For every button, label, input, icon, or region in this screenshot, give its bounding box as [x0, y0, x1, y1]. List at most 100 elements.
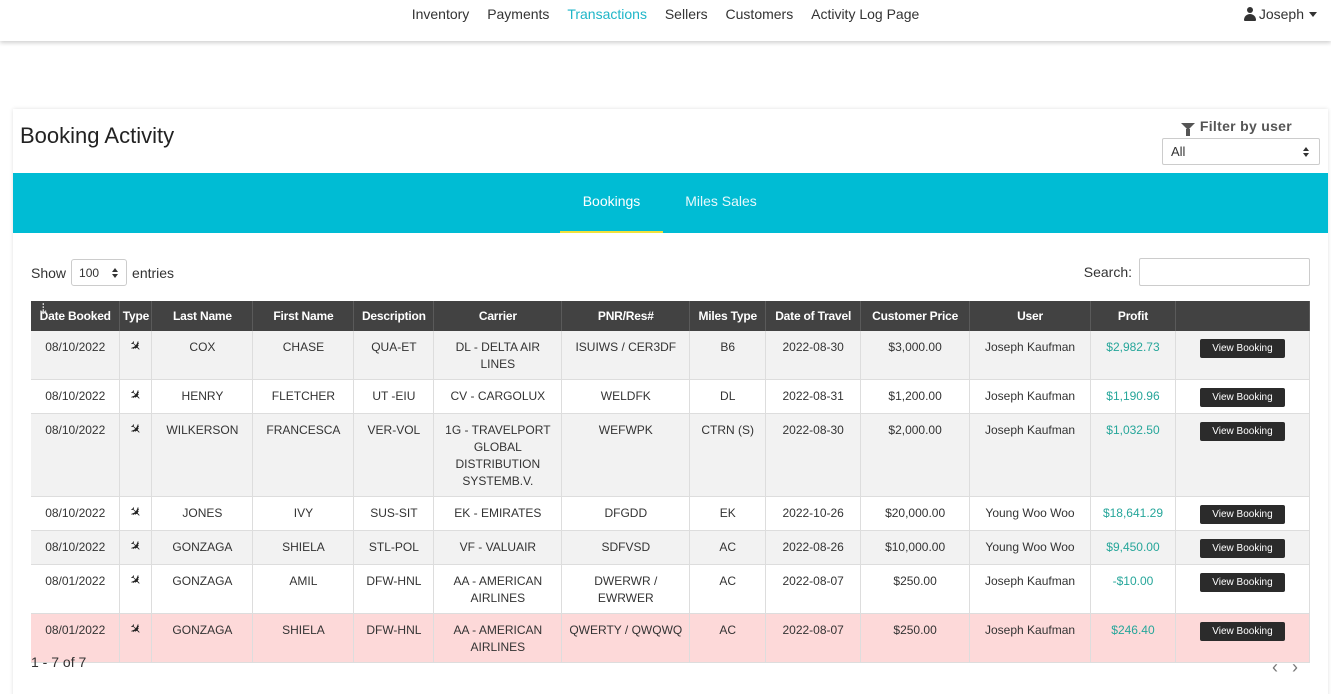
- cell-profit: $1,032.50: [1090, 413, 1176, 497]
- table-row: 08/10/2022 ✈ COX CHASE QUA-ET DL - DELTA AIR …: [31, 331, 1311, 380]
- cell-date-of-travel: 2022-08-26: [765, 530, 862, 565]
- cell-carrier: DL - DELTA AIR LINES: [433, 331, 563, 380]
- table-row: 08/10/2022 ✈ WILKERSON FRANCESCA VER-VOL 1G -…: [31, 413, 1311, 497]
- col-pnr[interactable]: PNR/Res#: [561, 301, 691, 331]
- cell-last-name: HENRY: [151, 379, 254, 414]
- cell-profit: $1,190.96: [1090, 379, 1176, 414]
- entries-select[interactable]: 100: [71, 259, 128, 286]
- view-booking-button[interactable]: View Booking: [1199, 573, 1285, 592]
- view-booking-button[interactable]: View Booking: [1199, 505, 1285, 524]
- cell-date-of-travel: 2022-10-26: [765, 496, 862, 531]
- sort-icon[interactable]: ⇣: [37, 301, 50, 318]
- plane-icon: ✈: [126, 502, 146, 522]
- cell-customer-price: $1,200.00: [860, 379, 971, 414]
- view-booking-button[interactable]: View Booking: [1199, 622, 1285, 641]
- cell-first-name: CHASE: [252, 331, 355, 380]
- col-profit[interactable]: Profit: [1090, 301, 1176, 331]
- col-last-name[interactable]: Last Name: [151, 301, 254, 331]
- col-description[interactable]: Description: [353, 301, 435, 331]
- search-label: Search:: [1083, 264, 1132, 280]
- search-control: Search:: [1084, 258, 1310, 286]
- cell-first-name: FLETCHER: [252, 379, 355, 414]
- cell-pnr: QWERTY / QWQWQ: [561, 613, 691, 663]
- cell-customer-price: $10,000.00: [860, 530, 971, 565]
- nav-activity-log[interactable]: Activity Log Page: [811, 6, 920, 22]
- user-menu[interactable]: Joseph: [1243, 6, 1317, 22]
- plane-icon: ✈: [126, 619, 146, 639]
- cell-actions: View Booking: [1175, 331, 1311, 380]
- col-date-of-travel[interactable]: Date of Travel: [765, 301, 862, 331]
- filter-user-select[interactable]: All: [1162, 138, 1320, 165]
- view-booking-button[interactable]: View Booking: [1199, 422, 1285, 441]
- search-input[interactable]: [1139, 258, 1310, 286]
- filter-label: Filter by user: [1180, 118, 1292, 136]
- cell-customer-price: $2,000.00: [860, 413, 971, 497]
- cell-first-name: AMIL: [252, 564, 355, 614]
- plane-icon: ✈: [126, 336, 146, 356]
- cell-type: ✈: [119, 413, 153, 497]
- table-row: 08/10/2022 ✈ HENRY FLETCHER UT -EIU CV - CARG…: [31, 379, 1311, 414]
- cell-description: QUA-ET: [353, 331, 435, 380]
- tab-bar: Bookings Miles Sales: [13, 173, 1328, 233]
- cell-date-booked: 08/01/2022: [31, 613, 121, 663]
- cell-actions: View Booking: [1175, 496, 1311, 531]
- cell-actions: View Booking: [1175, 530, 1311, 565]
- cell-date-booked: 08/10/2022: [31, 413, 121, 497]
- nav-transactions[interactable]: Transactions: [567, 6, 647, 22]
- cell-description: STL-POL: [353, 530, 435, 565]
- select-arrows-icon: [1303, 147, 1309, 157]
- col-miles-type[interactable]: Miles Type: [689, 301, 767, 331]
- col-date-booked[interactable]: Date Booked: [31, 301, 121, 331]
- col-carrier[interactable]: Carrier: [433, 301, 563, 331]
- filter-user-value: All: [1171, 144, 1186, 159]
- cell-profit: $9,450.00: [1090, 530, 1176, 565]
- col-actions: [1175, 301, 1311, 331]
- nav-inventory[interactable]: Inventory: [411, 6, 470, 22]
- entries-length-control: Show 100 entries: [31, 259, 174, 286]
- view-booking-button[interactable]: View Booking: [1199, 339, 1285, 358]
- cell-carrier: VF - VALUAIR: [433, 530, 563, 565]
- cell-type: ✈: [119, 496, 153, 531]
- caret-down-icon: [1309, 11, 1317, 17]
- col-customer-price[interactable]: Customer Price: [860, 301, 971, 331]
- cell-first-name: SHIELA: [252, 613, 355, 663]
- cell-last-name: GONZAGA: [151, 564, 254, 614]
- next-page-button[interactable]: ›: [1292, 657, 1298, 677]
- cell-customer-price: $250.00: [860, 564, 971, 614]
- cell-miles-type: DL: [689, 379, 767, 414]
- plane-icon: ✈: [126, 385, 146, 405]
- col-first-name[interactable]: First Name: [252, 301, 355, 331]
- nav-sellers[interactable]: Sellers: [664, 6, 708, 22]
- col-user[interactable]: User: [969, 301, 1091, 331]
- cell-carrier: CV - CARGOLUX: [433, 379, 563, 414]
- user-icon: [1243, 7, 1256, 21]
- cell-description: UT -EIU: [353, 379, 435, 414]
- plane-icon: ✈: [126, 536, 146, 556]
- cell-user: Young Woo Woo: [969, 496, 1091, 531]
- cell-type: ✈: [119, 564, 153, 614]
- cell-date-booked: 08/10/2022: [31, 331, 121, 380]
- tab-bookings[interactable]: Bookings: [560, 173, 663, 233]
- cell-pnr: WELDFK: [561, 379, 691, 414]
- cell-first-name: IVY: [252, 496, 355, 531]
- prev-page-button[interactable]: ‹: [1272, 657, 1278, 677]
- plane-icon: ✈: [126, 570, 146, 590]
- view-booking-button[interactable]: View Booking: [1199, 539, 1285, 558]
- bookings-table: Date Booked Type Last Name First Name De…: [31, 301, 1311, 663]
- cell-last-name: WILKERSON: [151, 413, 254, 497]
- cell-miles-type: B6: [689, 331, 767, 380]
- cell-last-name: GONZAGA: [151, 530, 254, 565]
- cell-date-of-travel: 2022-08-30: [765, 331, 862, 380]
- view-booking-button[interactable]: View Booking: [1199, 388, 1285, 407]
- cell-carrier: 1G - TRAVELPORT GLOBAL DISTRIBUTION SYST…: [433, 413, 563, 497]
- cell-profit: $246.40: [1090, 613, 1176, 663]
- col-type[interactable]: Type: [119, 301, 153, 331]
- nav-payments[interactable]: Payments: [487, 6, 550, 22]
- cell-profit: $18,641.29: [1090, 496, 1176, 531]
- cell-date-of-travel: 2022-08-07: [765, 564, 862, 614]
- cell-pnr: DWERWR / EWRWER: [561, 564, 691, 614]
- table-row: 08/10/2022 ✈ JONES IVY SUS-SIT EK - EMIRATES D…: [31, 496, 1311, 531]
- tab-miles-sales[interactable]: Miles Sales: [685, 193, 757, 209]
- nav-customers[interactable]: Customers: [725, 6, 794, 22]
- cell-actions: View Booking: [1175, 564, 1311, 614]
